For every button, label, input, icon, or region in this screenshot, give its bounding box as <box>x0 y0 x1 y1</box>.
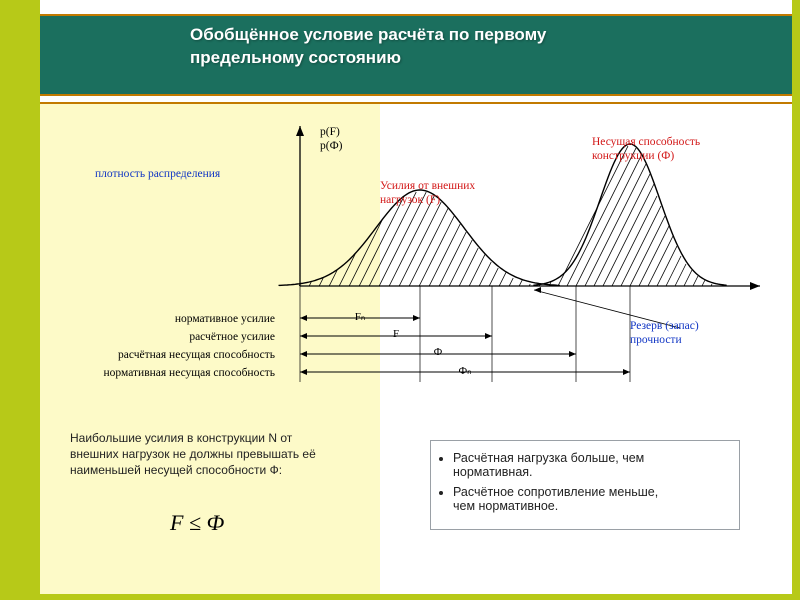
row-label-norm-capacity: нормативная несущая способность <box>55 367 275 379</box>
bullet-1: Расчётная нагрузка больше, чем нормативн… <box>453 451 727 479</box>
row-label-norm-force: нормативное усилие <box>105 313 275 325</box>
label-density: плотность распределения <box>95 168 220 180</box>
dim-label-Phin: Фₙ <box>445 364 485 377</box>
title-line-2: предельному состоянию <box>190 47 546 70</box>
label-loads-1: Усилия от внешних <box>380 180 475 192</box>
label-reserve-2: прочности <box>630 334 682 346</box>
bullet-1b: нормативная. <box>453 465 533 479</box>
bullet-2b: чем нормативное. <box>453 499 558 513</box>
label-capacity-2: конструкции (Ф) <box>592 150 674 162</box>
dim-label-Phi: Ф <box>418 346 458 358</box>
label-capacity-1: Несущая способность <box>592 136 700 148</box>
accent-right-bar <box>792 0 800 600</box>
bullet-2a: Расчётное сопротивление меньше, <box>453 485 658 499</box>
accent-left-bar <box>0 0 40 600</box>
row-label-calc-capacity: расчётная несущая способность <box>55 349 275 361</box>
slide-title: Обобщённое условие расчёта по первому пр… <box>190 24 546 70</box>
dim-label-F: F <box>376 328 416 340</box>
bullet-2: Расчётное сопротивление меньше, чем норм… <box>453 485 727 513</box>
dim-label-Fn: Fₙ <box>340 310 380 323</box>
para-l2: внешних нагрузок не должны превышать её <box>70 446 370 462</box>
title-line-1: Обобщённое условие расчёта по первому <box>190 24 546 47</box>
bullet-1a: Расчётная нагрузка больше, чем <box>453 451 644 465</box>
title-band: Обобщённое условие расчёта по первому пр… <box>40 14 792 96</box>
label-pPhi: p(Ф) <box>320 140 343 152</box>
para-l3: наименьшей несущей способности Ф: <box>70 462 370 478</box>
title-underline <box>40 96 792 104</box>
label-reserve-1: Резерв (запас) <box>630 320 699 332</box>
accent-bottom-bar <box>0 594 800 600</box>
label-loads-2: нагрузок (F) <box>380 194 440 206</box>
notes-box: Расчётная нагрузка больше, чем нормативн… <box>430 440 740 530</box>
explain-paragraph: Наибольшие усилия в конструкции N от вне… <box>70 430 370 479</box>
para-l1: Наибольшие усилия в конструкции N от <box>70 430 370 446</box>
label-pF: p(F) <box>320 126 340 138</box>
formula-inequality: F ≤ Ф <box>170 510 224 536</box>
row-label-calc-force: расчётное усилие <box>105 331 275 343</box>
